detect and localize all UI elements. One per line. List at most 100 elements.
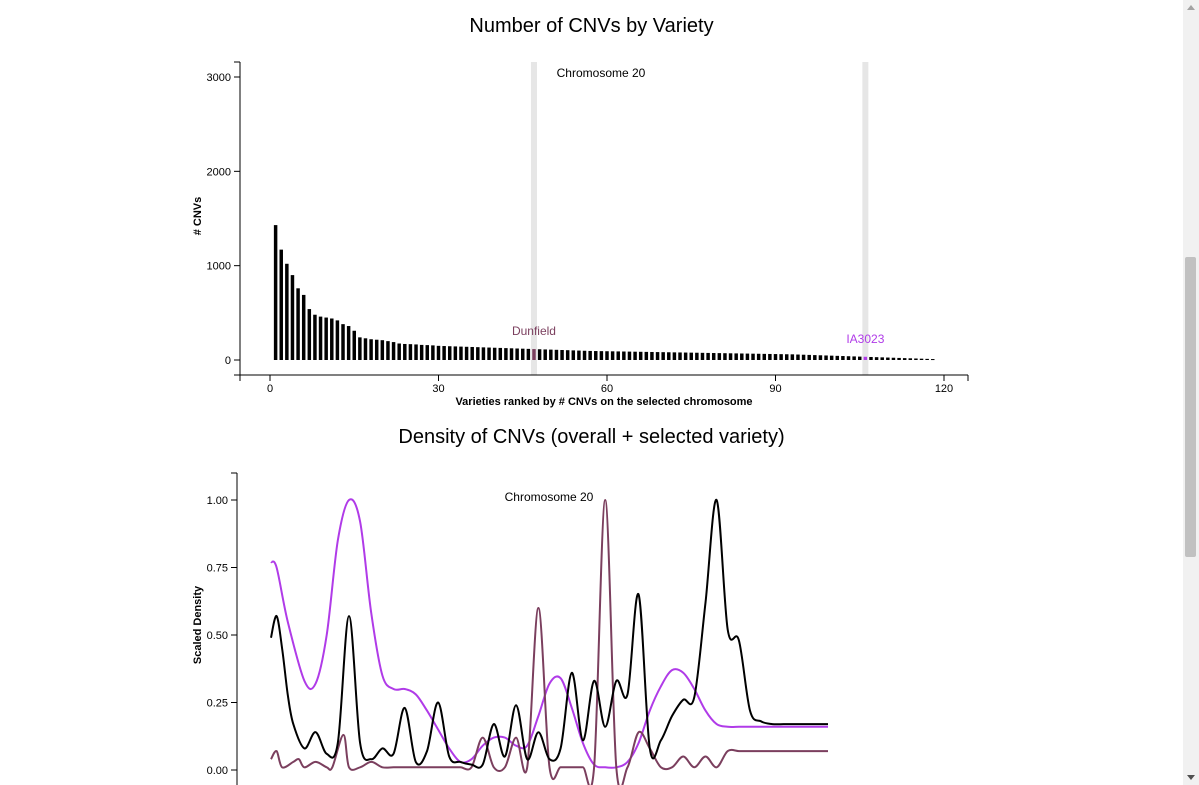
bar bbox=[740, 353, 744, 360]
y-tick-label: 0.75 bbox=[207, 563, 228, 575]
bar bbox=[492, 347, 497, 360]
bar bbox=[835, 355, 840, 360]
bar bbox=[728, 353, 733, 360]
bar bbox=[678, 352, 682, 360]
bar bbox=[442, 346, 446, 360]
highlight-band-2 bbox=[862, 62, 869, 375]
bar bbox=[790, 354, 795, 360]
scroll-down-arrow-icon[interactable] bbox=[1187, 775, 1195, 780]
highlight-label-dunfield: Dunfield bbox=[512, 324, 556, 338]
bar bbox=[358, 337, 362, 360]
bar bbox=[841, 356, 845, 360]
bar bbox=[436, 345, 441, 360]
bar bbox=[431, 345, 435, 360]
chart-subtitle: Chromosome 20 bbox=[505, 490, 594, 504]
bar bbox=[504, 348, 508, 360]
bar bbox=[476, 347, 480, 360]
bar bbox=[380, 340, 385, 360]
bar bbox=[369, 339, 373, 360]
bar bbox=[700, 352, 705, 360]
bar bbox=[869, 356, 873, 360]
bar bbox=[425, 345, 430, 360]
bar bbox=[880, 357, 884, 360]
y-tick-label: 0.00 bbox=[207, 765, 228, 777]
bar bbox=[661, 352, 665, 360]
bar bbox=[756, 353, 761, 360]
bar bbox=[470, 346, 474, 360]
bar bbox=[914, 358, 918, 360]
bar bbox=[807, 354, 811, 360]
bar bbox=[324, 317, 328, 360]
bar bbox=[655, 352, 660, 360]
y-axis-label: # CNVs bbox=[192, 197, 204, 236]
bar bbox=[886, 357, 890, 360]
bar bbox=[565, 350, 570, 360]
bar bbox=[829, 355, 834, 360]
bar bbox=[453, 346, 458, 360]
chart-subtitle: Chromosome 20 bbox=[557, 66, 646, 80]
bar bbox=[784, 354, 789, 360]
bar bbox=[447, 346, 452, 360]
bar bbox=[532, 349, 536, 360]
bar bbox=[874, 357, 879, 360]
bar bbox=[521, 348, 525, 360]
bar bbox=[605, 351, 609, 360]
bar bbox=[414, 344, 418, 360]
bar bbox=[363, 338, 368, 360]
bar bbox=[824, 355, 828, 360]
bar bbox=[582, 350, 587, 360]
density-line-2 bbox=[270, 498, 828, 769]
bar bbox=[554, 349, 559, 360]
bar bbox=[891, 357, 896, 360]
bar bbox=[627, 351, 632, 360]
bar bbox=[290, 275, 295, 360]
bar bbox=[897, 357, 901, 360]
bar bbox=[408, 344, 413, 360]
bar bbox=[560, 350, 564, 360]
vertical-scrollbar[interactable] bbox=[1183, 0, 1199, 785]
bar bbox=[667, 352, 671, 360]
y-tick-label: 0 bbox=[225, 355, 231, 367]
bar bbox=[599, 351, 604, 360]
scroll-up-arrow-icon[interactable] bbox=[1187, 5, 1195, 10]
y-tick-label: 1000 bbox=[207, 261, 231, 273]
bar bbox=[464, 346, 469, 360]
scrollbar-thumb[interactable] bbox=[1185, 257, 1196, 557]
bar bbox=[341, 324, 345, 360]
bar bbox=[481, 347, 486, 360]
bar bbox=[526, 348, 531, 360]
bar bbox=[762, 353, 767, 360]
bar bbox=[509, 348, 514, 360]
bar-chart-title: Number of CNVs by Variety bbox=[469, 15, 714, 37]
cnv-by-variety-bar-chart: 0 1000 2000 3000 0 30 60 90 120 Varieties ranked … bbox=[192, 61, 969, 408]
bar bbox=[644, 351, 649, 360]
bar bbox=[902, 358, 907, 360]
bar bbox=[638, 351, 643, 360]
bar bbox=[706, 352, 710, 360]
bar bbox=[543, 349, 547, 360]
bar bbox=[374, 339, 379, 360]
bar bbox=[571, 350, 576, 360]
bar bbox=[515, 348, 519, 360]
bar bbox=[296, 288, 300, 360]
density-line-3 bbox=[270, 498, 828, 785]
bar bbox=[577, 350, 581, 360]
bar bbox=[801, 354, 806, 360]
y-tick-label: 0.50 bbox=[207, 630, 228, 642]
bar bbox=[723, 353, 727, 360]
y-axis-label: Scaled Density bbox=[192, 585, 204, 664]
bar bbox=[683, 352, 688, 360]
bar bbox=[925, 358, 929, 360]
x-axis-label: Varieties ranked by # CNVs on the select… bbox=[455, 396, 752, 408]
bar bbox=[745, 353, 750, 360]
bar bbox=[301, 294, 306, 360]
highlight-band-1 bbox=[530, 62, 537, 375]
bar bbox=[779, 354, 783, 360]
bar bbox=[352, 330, 356, 360]
bar bbox=[307, 309, 312, 360]
bar bbox=[711, 353, 716, 360]
bar bbox=[751, 353, 755, 360]
bar bbox=[403, 343, 407, 360]
bar bbox=[717, 353, 722, 360]
